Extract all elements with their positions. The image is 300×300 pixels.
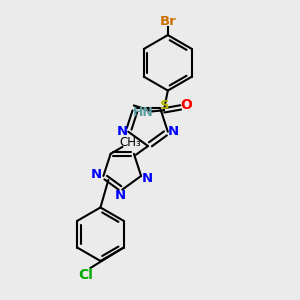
- Text: CH₃: CH₃: [120, 136, 141, 149]
- Text: Br: Br: [160, 15, 176, 28]
- Text: O: O: [181, 98, 193, 112]
- Text: N: N: [91, 168, 102, 182]
- Text: N: N: [115, 189, 126, 202]
- Text: N: N: [117, 125, 128, 138]
- Text: N: N: [142, 172, 153, 185]
- Text: N: N: [168, 125, 179, 138]
- Text: S: S: [160, 99, 170, 112]
- Text: HN: HN: [133, 106, 153, 119]
- Text: Cl: Cl: [78, 268, 93, 282]
